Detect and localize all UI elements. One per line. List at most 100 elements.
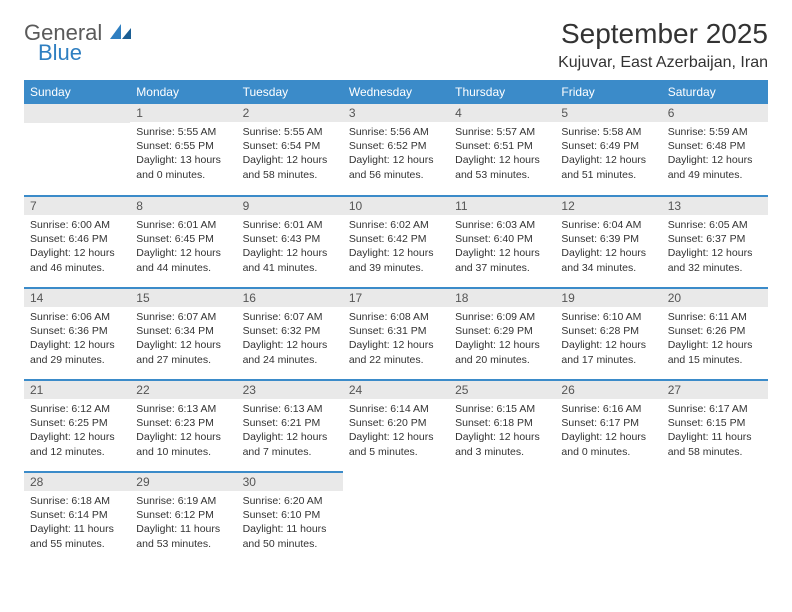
calendar-day-cell: 21Sunrise: 6:12 AMSunset: 6:25 PMDayligh… — [24, 380, 130, 472]
day-d1: Daylight: 12 hours — [136, 338, 230, 352]
calendar-empty-cell — [449, 472, 555, 564]
calendar-day-cell: 6Sunrise: 5:59 AMSunset: 6:48 PMDaylight… — [662, 104, 768, 196]
day-ss: Sunset: 6:10 PM — [243, 508, 337, 522]
day-sr: Sunrise: 5:58 AM — [561, 125, 655, 139]
day-d1: Daylight: 11 hours — [243, 522, 337, 536]
calendar-day-cell: 8Sunrise: 6:01 AMSunset: 6:45 PMDaylight… — [130, 196, 236, 288]
day-ss: Sunset: 6:52 PM — [349, 139, 443, 153]
day-d1: Daylight: 12 hours — [30, 338, 124, 352]
day-details: Sunrise: 6:14 AMSunset: 6:20 PMDaylight:… — [343, 399, 449, 463]
logo-line2: Blue — [38, 42, 132, 64]
calendar-day-cell: 19Sunrise: 6:10 AMSunset: 6:28 PMDayligh… — [555, 288, 661, 380]
day-sr: Sunrise: 6:13 AM — [243, 402, 337, 416]
calendar-day-cell: 4 Sunrise: 5:57 AMSunset: 6:51 PMDaylight… — [449, 104, 555, 196]
day-d1: Daylight: 12 hours — [349, 430, 443, 444]
calendar-day-cell: 10Sunrise: 6:02 AMSunset: 6:42 PMDayligh… — [343, 196, 449, 288]
day-sr: Sunrise: 6:02 AM — [349, 218, 443, 232]
day-ss: Sunset: 6:42 PM — [349, 232, 443, 246]
weekday-header: Tuesday — [237, 80, 343, 104]
day-details: Sunrise: 6:13 AMSunset: 6:21 PMDaylight:… — [237, 399, 343, 463]
day-number: 6 — [662, 104, 768, 122]
day-d2: and 15 minutes. — [668, 353, 762, 367]
day-d1: Daylight: 11 hours — [30, 522, 124, 536]
day-number: 16 — [237, 289, 343, 307]
day-d2: and 53 minutes. — [455, 168, 549, 182]
day-number: 9 — [237, 197, 343, 215]
day-d1: Daylight: 12 hours — [243, 246, 337, 260]
day-number: 4 — [449, 104, 555, 122]
day-d1: Daylight: 12 hours — [349, 153, 443, 167]
day-d2: and 17 minutes. — [561, 353, 655, 367]
day-sr: Sunrise: 6:10 AM — [561, 310, 655, 324]
day-ss: Sunset: 6:36 PM — [30, 324, 124, 338]
day-d1: Daylight: 12 hours — [455, 338, 549, 352]
day-ss: Sunset: 6:51 PM — [455, 139, 549, 153]
day-details: Sunrise: 6:10 AMSunset: 6:28 PMDaylight:… — [555, 307, 661, 371]
day-ss: Sunset: 6:23 PM — [136, 416, 230, 430]
day-d1: Daylight: 12 hours — [561, 338, 655, 352]
day-ss: Sunset: 6:17 PM — [561, 416, 655, 430]
day-d2: and 49 minutes. — [668, 168, 762, 182]
month-title: September 2025 — [558, 18, 768, 50]
day-number: 11 — [449, 197, 555, 215]
day-ss: Sunset: 6:31 PM — [349, 324, 443, 338]
weekday-header: Monday — [130, 80, 236, 104]
day-details: Sunrise: 5:56 AMSunset: 6:52 PMDaylight:… — [343, 122, 449, 186]
day-ss: Sunset: 6:20 PM — [349, 416, 443, 430]
day-sr: Sunrise: 5:55 AM — [136, 125, 230, 139]
calendar-day-cell: 23Sunrise: 6:13 AMSunset: 6:21 PMDayligh… — [237, 380, 343, 472]
day-ss: Sunset: 6:54 PM — [243, 139, 337, 153]
day-d2: and 58 minutes. — [668, 445, 762, 459]
day-number: 18 — [449, 289, 555, 307]
day-details: Sunrise: 6:01 AMSunset: 6:43 PMDaylight:… — [237, 215, 343, 279]
day-ss: Sunset: 6:28 PM — [561, 324, 655, 338]
weekday-header: Friday — [555, 80, 661, 104]
day-d2: and 29 minutes. — [30, 353, 124, 367]
day-details: Sunrise: 6:12 AMSunset: 6:25 PMDaylight:… — [24, 399, 130, 463]
calendar-empty-cell — [662, 472, 768, 564]
day-sr: Sunrise: 6:14 AM — [349, 402, 443, 416]
day-d2: and 56 minutes. — [349, 168, 443, 182]
day-ss: Sunset: 6:14 PM — [30, 508, 124, 522]
day-number: 21 — [24, 381, 130, 399]
day-details: Sunrise: 6:11 AMSunset: 6:26 PMDaylight:… — [662, 307, 768, 371]
calendar-day-cell: 15Sunrise: 6:07 AMSunset: 6:34 PMDayligh… — [130, 288, 236, 380]
day-d2: and 58 minutes. — [243, 168, 337, 182]
calendar-day-cell: 26Sunrise: 6:16 AMSunset: 6:17 PMDayligh… — [555, 380, 661, 472]
day-d2: and 3 minutes. — [455, 445, 549, 459]
day-number: 26 — [555, 381, 661, 399]
calendar-day-cell: 28Sunrise: 6:18 AMSunset: 6:14 PMDayligh… — [24, 472, 130, 564]
day-number: 23 — [237, 381, 343, 399]
day-d1: Daylight: 12 hours — [243, 338, 337, 352]
day-d2: and 34 minutes. — [561, 261, 655, 275]
day-number: 27 — [662, 381, 768, 399]
day-ss: Sunset: 6:48 PM — [668, 139, 762, 153]
calendar-day-cell: 20Sunrise: 6:11 AMSunset: 6:26 PMDayligh… — [662, 288, 768, 380]
calendar-week-row: 7Sunrise: 6:00 AMSunset: 6:46 PMDaylight… — [24, 196, 768, 288]
day-d2: and 37 minutes. — [455, 261, 549, 275]
day-sr: Sunrise: 5:57 AM — [455, 125, 549, 139]
day-ss: Sunset: 6:29 PM — [455, 324, 549, 338]
day-d1: Daylight: 12 hours — [455, 153, 549, 167]
day-ss: Sunset: 6:25 PM — [30, 416, 124, 430]
day-sr: Sunrise: 6:12 AM — [30, 402, 124, 416]
day-details: Sunrise: 6:15 AMSunset: 6:18 PMDaylight:… — [449, 399, 555, 463]
calendar-day-cell: 22Sunrise: 6:13 AMSunset: 6:23 PMDayligh… — [130, 380, 236, 472]
day-number: 20 — [662, 289, 768, 307]
day-details: Sunrise: 6:07 AMSunset: 6:32 PMDaylight:… — [237, 307, 343, 371]
calendar-day-cell: 2Sunrise: 5:55 AMSunset: 6:54 PMDaylight… — [237, 104, 343, 196]
calendar-empty-cell — [343, 472, 449, 564]
calendar-week-row: 21Sunrise: 6:12 AMSunset: 6:25 PMDayligh… — [24, 380, 768, 472]
day-d1: Daylight: 12 hours — [30, 246, 124, 260]
day-number: 2 — [237, 104, 343, 122]
day-number: 1 — [130, 104, 236, 122]
day-sr: Sunrise: 6:11 AM — [668, 310, 762, 324]
day-d1: Daylight: 12 hours — [243, 153, 337, 167]
day-d1: Daylight: 11 hours — [668, 430, 762, 444]
day-ss: Sunset: 6:21 PM — [243, 416, 337, 430]
calendar-day-cell: 3Sunrise: 5:56 AMSunset: 6:52 PMDaylight… — [343, 104, 449, 196]
calendar-day-cell: 16Sunrise: 6:07 AMSunset: 6:32 PMDayligh… — [237, 288, 343, 380]
day-sr: Sunrise: 6:19 AM — [136, 494, 230, 508]
day-details: Sunrise: 6:00 AMSunset: 6:46 PMDaylight:… — [24, 215, 130, 279]
day-d1: Daylight: 11 hours — [136, 522, 230, 536]
